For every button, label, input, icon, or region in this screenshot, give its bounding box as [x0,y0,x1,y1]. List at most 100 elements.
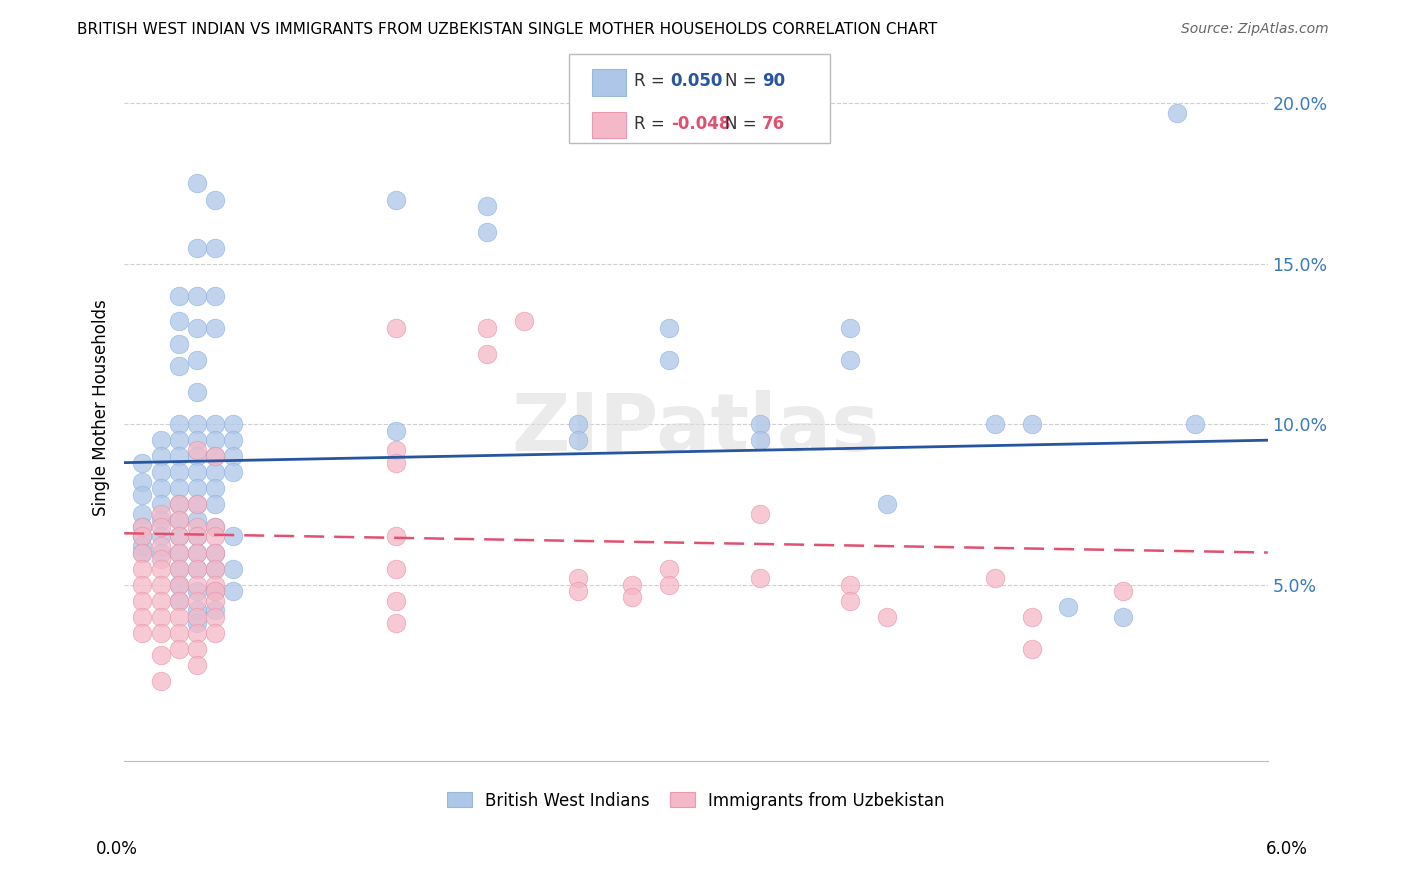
Point [186,561,208,575]
Point [204,417,226,432]
Text: -0.048: -0.048 [671,115,730,133]
Point [204,289,226,303]
Point [477,321,499,335]
Point [567,571,589,585]
Point [204,545,226,559]
Point [149,552,172,566]
Text: R =: R = [634,72,671,90]
Point [186,584,208,599]
Point [567,417,589,432]
Point [131,561,153,575]
Point [385,193,408,207]
Point [167,359,190,374]
Text: BRITISH WEST INDIAN VS IMMIGRANTS FROM UZBEKISTAN SINGLE MOTHER HOUSEHOLDS CORRE: BRITISH WEST INDIAN VS IMMIGRANTS FROM U… [77,22,938,37]
Point [567,584,589,599]
Text: 0.0%: 0.0% [96,840,138,858]
Point [204,625,226,640]
Point [385,321,408,335]
Point [512,314,534,328]
Point [1184,417,1206,432]
Point [222,529,245,543]
Point [186,289,208,303]
Point [204,497,226,511]
Point [131,520,153,534]
Point [204,577,226,591]
Point [222,561,245,575]
Point [385,424,408,438]
Point [748,417,770,432]
Point [477,346,499,360]
Point [621,591,644,605]
Point [131,488,153,502]
Point [839,593,862,607]
Point [204,241,226,255]
Point [186,513,208,527]
Point [167,529,190,543]
Point [131,475,153,489]
Point [186,497,208,511]
Point [984,417,1007,432]
Point [149,648,172,663]
Point [186,625,208,640]
Text: 90: 90 [762,72,785,90]
Point [167,641,190,656]
Point [204,603,226,617]
Point [204,561,226,575]
Point [167,625,190,640]
Text: R =: R = [634,115,671,133]
Point [186,529,208,543]
Point [204,561,226,575]
Point [167,433,190,447]
Point [204,529,226,543]
Text: Source: ZipAtlas.com: Source: ZipAtlas.com [1181,22,1329,37]
Point [477,199,499,213]
Point [748,433,770,447]
Point [167,497,190,511]
Point [186,385,208,400]
Point [167,561,190,575]
Point [839,353,862,368]
Point [149,465,172,479]
Point [204,584,226,599]
Point [876,609,898,624]
Legend: British West Indians, Immigrants from Uzbekistan: British West Indians, Immigrants from Uz… [440,785,952,816]
Text: N =: N = [725,115,762,133]
Point [385,529,408,543]
Point [167,545,190,559]
Point [204,321,226,335]
Point [222,433,245,447]
Point [186,603,208,617]
Point [204,449,226,463]
Y-axis label: Single Mother Households: Single Mother Households [93,300,110,516]
Point [186,545,208,559]
Text: 6.0%: 6.0% [1265,840,1308,858]
Point [149,520,172,534]
Point [131,593,153,607]
Point [186,433,208,447]
Point [149,539,172,553]
Point [204,433,226,447]
Point [204,520,226,534]
Point [186,577,208,591]
Point [149,507,172,521]
Point [149,673,172,688]
Point [658,577,681,591]
Point [984,571,1007,585]
Point [1021,417,1043,432]
Point [1057,600,1080,615]
Point [167,314,190,328]
Point [131,507,153,521]
Point [1166,106,1188,120]
Point [167,593,190,607]
Point [1021,641,1043,656]
Text: N =: N = [725,72,762,90]
Point [131,625,153,640]
Point [186,520,208,534]
Point [149,449,172,463]
Point [131,539,153,553]
Point [186,481,208,495]
Point [131,456,153,470]
Point [186,442,208,457]
Point [167,417,190,432]
Point [186,465,208,479]
